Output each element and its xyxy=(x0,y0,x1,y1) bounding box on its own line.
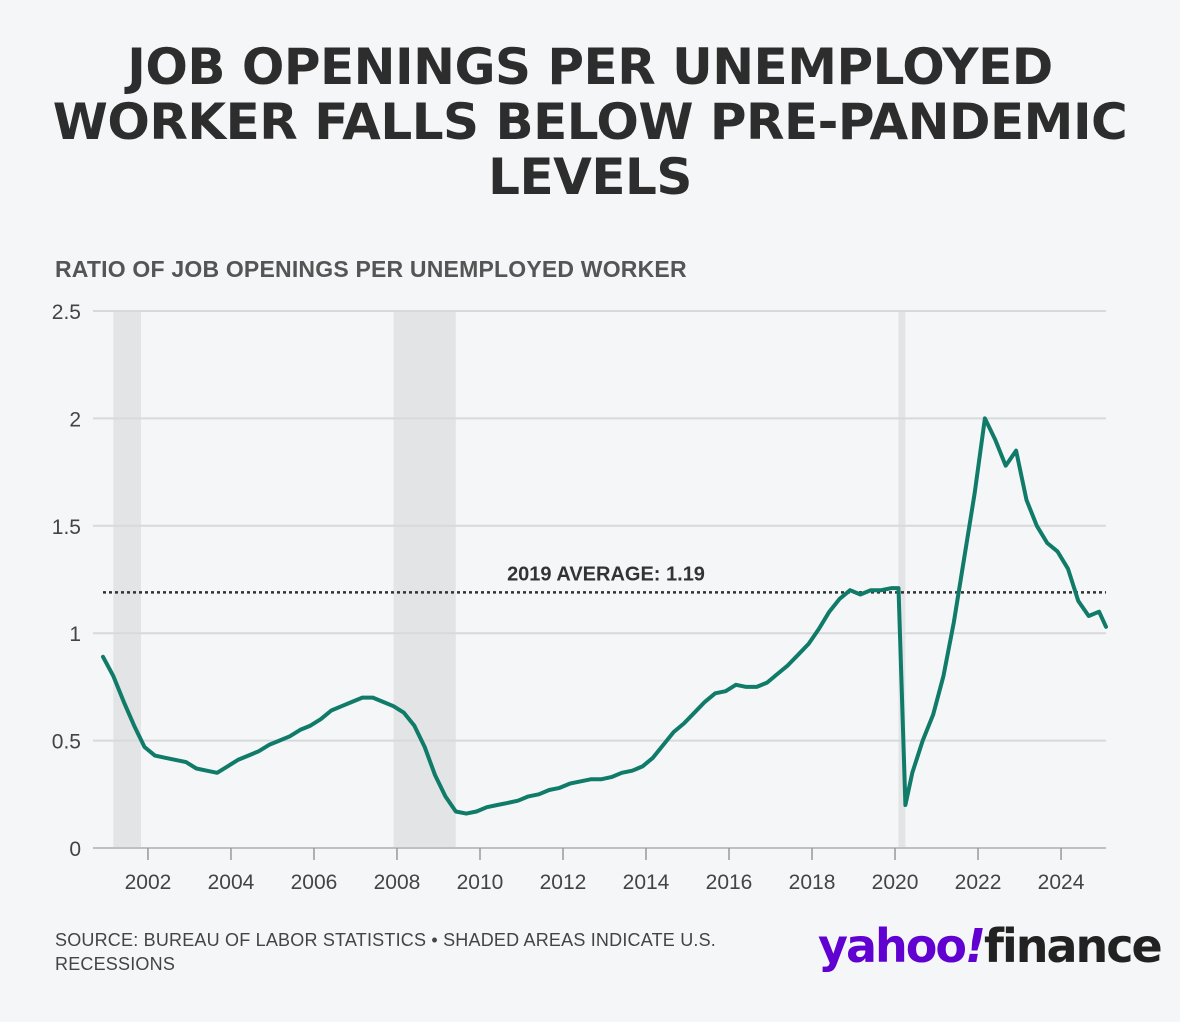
x-tick-label: 2006 xyxy=(291,871,338,894)
logo-finance-text: finance xyxy=(983,919,1163,973)
y-tick-label: 0.5 xyxy=(52,731,81,754)
logo-exclamation: ! xyxy=(964,919,986,973)
y-tick-label: 1 xyxy=(69,623,81,646)
recession-band xyxy=(393,311,456,848)
x-tick-label: 2020 xyxy=(872,871,919,894)
x-tick-label: 2010 xyxy=(457,871,504,894)
y-tick-label: 0 xyxy=(69,838,81,861)
x-tick-label: 2002 xyxy=(125,871,172,894)
x-tick-label: 2024 xyxy=(1038,871,1085,894)
y-tick-label: 2 xyxy=(69,408,81,431)
source-note: SOURCE: BUREAU OF LABOR STATISTICS • SHA… xyxy=(55,930,717,974)
y-axis-title: RATIO OF JOB OPENINGS PER UNEMPLOYED WOR… xyxy=(55,256,687,282)
x-tick-label: 2016 xyxy=(706,871,753,894)
x-tick-label: 2012 xyxy=(540,871,587,894)
chart-title: JOB OPENINGS PER UNEMPLOYED WORKER FALLS… xyxy=(52,38,1128,206)
y-tick-label: 1.5 xyxy=(52,516,81,539)
recession-band xyxy=(898,311,906,848)
x-tick-label: 2018 xyxy=(789,871,836,894)
x-tick-label: 2008 xyxy=(374,871,421,894)
recession-band xyxy=(113,311,142,848)
line-chart: 0 0.5 1 1.5 2 2.5 2002 2004 2006 2008 2010 2012 2014… xyxy=(52,301,1108,894)
x-tick-label: 2022 xyxy=(955,871,1002,894)
x-tick-label: 2014 xyxy=(623,871,670,894)
x-tick-label: 2004 xyxy=(208,871,255,894)
logo-yahoo-text: yahoo xyxy=(818,919,967,973)
average-label: 2019 AVERAGE: 1.19 xyxy=(507,563,705,585)
ratio-series-line xyxy=(101,416,1108,816)
y-tick-label: 2.5 xyxy=(52,301,81,324)
yahoo-finance-logo: yahoo!finance xyxy=(818,918,1163,974)
